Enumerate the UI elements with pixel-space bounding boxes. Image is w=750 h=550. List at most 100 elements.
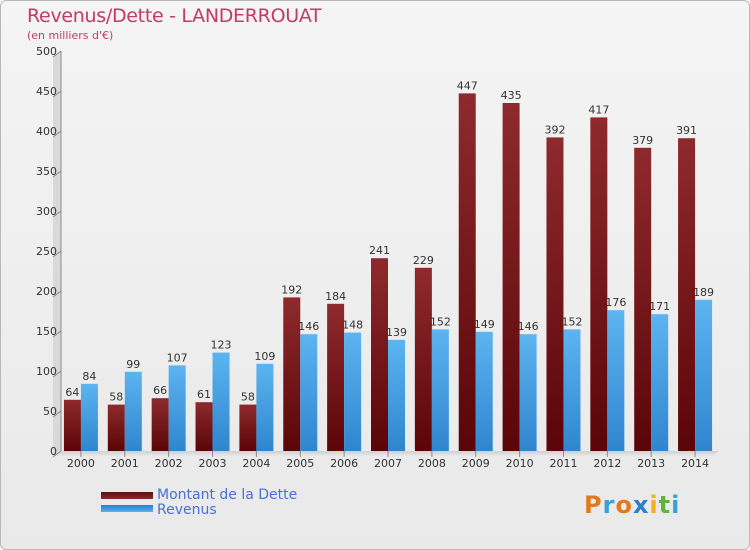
bar-dette <box>590 117 608 452</box>
y-tick-line <box>52 130 62 138</box>
y-tick-line <box>52 330 62 338</box>
legend-label-revenus: Revenus <box>157 502 217 518</box>
y-tick-label: 50 <box>43 405 57 418</box>
y-tick-line <box>52 410 62 418</box>
y-tick-line <box>52 90 62 98</box>
data-label: 241 <box>369 244 390 257</box>
y-tick-label: 250 <box>36 245 57 258</box>
legend-swatch-revenus <box>101 505 153 512</box>
y-tick-line <box>52 250 62 258</box>
x-tick-label: 2013 <box>637 457 665 470</box>
bar-dette <box>107 404 125 451</box>
x-tick-label: 2006 <box>330 457 358 470</box>
chart-subtitle: (en milliers d'€) <box>27 29 114 42</box>
data-label: 148 <box>342 319 363 332</box>
bar-dette <box>414 267 432 451</box>
data-label: 146 <box>298 320 319 333</box>
data-label: 152 <box>561 315 582 328</box>
bar-revenus <box>695 299 713 451</box>
y-tick-label: 300 <box>36 205 57 218</box>
data-label: 139 <box>386 326 407 339</box>
data-label: 146 <box>518 320 539 333</box>
data-label: 152 <box>430 315 451 328</box>
y-tick-line <box>52 370 62 378</box>
data-label: 171 <box>649 300 670 313</box>
data-label: 417 <box>588 103 609 116</box>
x-tick-label: 2002 <box>155 457 183 470</box>
data-label: 58 <box>109 391 123 404</box>
y-tick-line <box>52 170 62 178</box>
legend-swatch-dette <box>101 492 153 499</box>
proxiti-logo: Proxiti <box>584 491 681 519</box>
y-tick-label: 150 <box>36 325 57 338</box>
bar-revenus <box>124 371 142 451</box>
y-tick-line <box>52 450 62 458</box>
bar-revenus <box>563 329 581 451</box>
bar-dette <box>327 303 345 451</box>
data-label: 192 <box>281 283 302 296</box>
x-tick-label: 2005 <box>286 457 314 470</box>
data-label: 58 <box>241 391 255 404</box>
data-label: 84 <box>82 370 96 383</box>
data-label: 61 <box>197 388 211 401</box>
y-tick-label: 100 <box>36 365 57 378</box>
bar-revenus <box>607 310 625 451</box>
bar-dette <box>502 103 520 451</box>
bar-dette <box>151 398 169 451</box>
bar-dette <box>63 399 81 451</box>
bar-dette <box>371 258 388 451</box>
data-label: 229 <box>413 254 434 267</box>
x-tick-label: 2014 <box>681 457 709 470</box>
data-label: 66 <box>153 384 167 397</box>
bar-revenus <box>475 331 493 451</box>
legend-label-dette: Montant de la Dette <box>157 487 298 503</box>
bar-dette <box>195 402 213 451</box>
data-label: 107 <box>167 351 188 364</box>
data-label: 392 <box>544 123 565 136</box>
bar-revenus <box>256 363 274 451</box>
bar-revenus <box>168 365 186 451</box>
x-tick-label: 2009 <box>462 457 490 470</box>
y-tick-line <box>52 210 62 218</box>
data-label: 99 <box>126 358 140 371</box>
bar-dette <box>239 404 257 451</box>
data-label: 391 <box>676 124 697 137</box>
bar-revenus <box>300 334 318 451</box>
bar-revenus <box>519 334 537 451</box>
y-tick-label: 500 <box>36 45 57 58</box>
data-label: 64 <box>65 386 79 399</box>
data-label: 123 <box>211 339 232 352</box>
x-tick-label: 2011 <box>549 457 577 470</box>
bar-revenus <box>344 332 362 451</box>
x-tick-label: 2010 <box>506 457 534 470</box>
data-label: 189 <box>693 286 714 299</box>
y-tick-label: 400 <box>36 125 57 138</box>
x-tick-label: 2000 <box>67 457 95 470</box>
bar-dette <box>678 138 696 451</box>
bar-dette <box>458 93 476 452</box>
y-tick-line <box>52 50 62 58</box>
x-tick-label: 2004 <box>242 457 270 470</box>
data-label: 184 <box>325 290 346 303</box>
bar-dette <box>634 147 652 452</box>
x-tick-label: 2007 <box>374 457 402 470</box>
bar-dette <box>283 297 301 451</box>
data-label: 379 <box>632 134 653 147</box>
bar-revenus <box>651 314 669 451</box>
data-label: 149 <box>474 318 495 331</box>
x-tick-label: 2008 <box>418 457 446 470</box>
bar-revenus <box>431 329 449 451</box>
y-tick-label: 350 <box>36 165 57 178</box>
y-tick-label: 200 <box>36 285 57 298</box>
data-label: 447 <box>457 79 478 92</box>
x-tick-label: 2001 <box>111 457 139 470</box>
x-tick-label: 2012 <box>593 457 621 470</box>
data-label: 176 <box>605 296 626 309</box>
bar-revenus <box>212 352 230 451</box>
bar-revenus <box>388 339 405 451</box>
x-tick-label: 2003 <box>199 457 227 470</box>
data-label: 435 <box>501 89 522 102</box>
y-tick-line <box>52 290 62 298</box>
